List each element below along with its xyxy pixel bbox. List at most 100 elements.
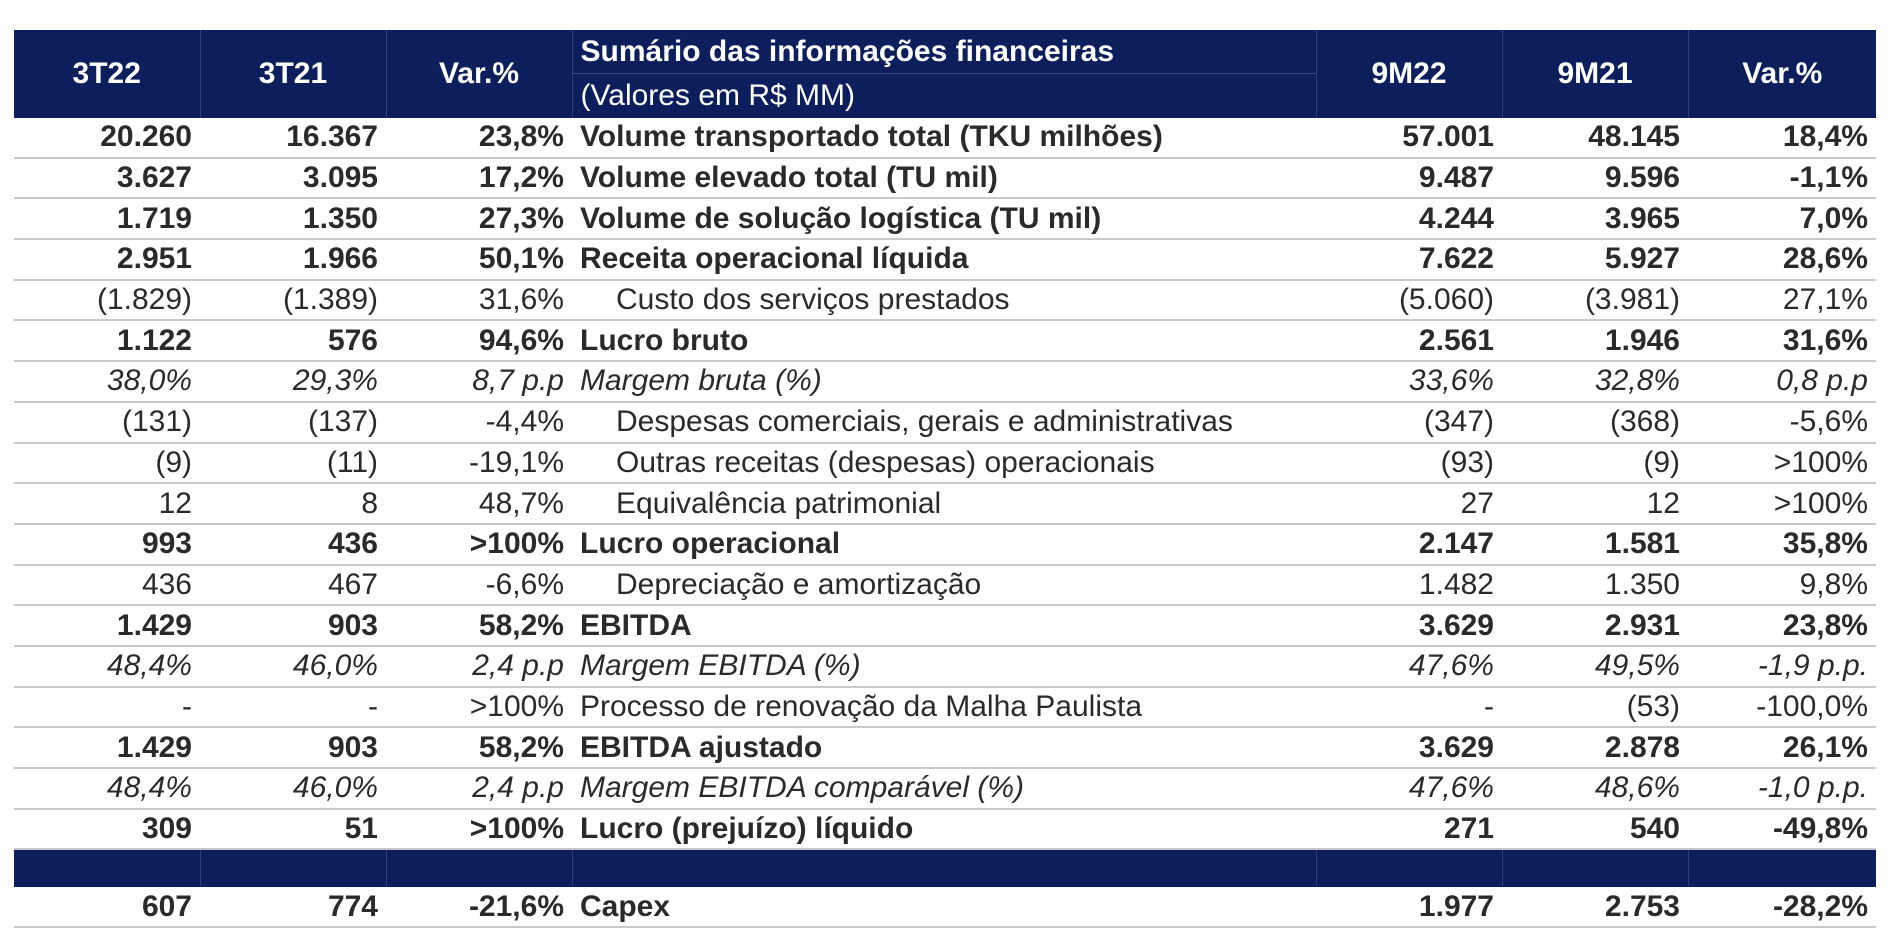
cell-description: Despesas comerciais, gerais e administra…: [572, 401, 1316, 444]
cell-var-9m: 27,1%: [1688, 279, 1876, 322]
cell-var-9m: 23,8%: [1688, 605, 1876, 647]
table-row-margem-ebitda: 48,4% 46,0% 2,4 p.p Margem EBITDA (%) 47,6% 4…: [14, 645, 1876, 688]
header-var-9m: Var.%: [1688, 30, 1876, 118]
cell-value-9m21: 540: [1502, 808, 1688, 851]
table-row-processo-renovacao: - - >100% Processo de renovação da Malha Pa…: [14, 686, 1876, 729]
cell-value-3t21: -: [200, 686, 386, 729]
table-header: 3T22 3T21 Var.% Sumário das informações …: [14, 30, 1876, 118]
separator-band: [14, 849, 1876, 888]
cell-description: Custo dos serviços prestados: [572, 279, 1316, 322]
cell-var-9m: 9,8%: [1688, 564, 1876, 607]
cell-value-9m22: 47,6%: [1316, 768, 1502, 810]
table-row-outras-receitas: (9) (11) -19,1% Outras receitas (despesas) …: [14, 442, 1876, 485]
cell-var-9m: -1,1%: [1688, 157, 1876, 200]
cell-var-9m: 35,8%: [1688, 523, 1876, 566]
cell-value-3t22: 993: [14, 523, 200, 566]
cell-value-9m22: -: [1316, 686, 1502, 729]
cell-value-3t22: 48,4%: [14, 645, 200, 688]
cell-value-3t21: 576: [200, 320, 386, 363]
cell-value-9m21: 2.878: [1502, 727, 1688, 769]
separator-cell: [1502, 849, 1689, 888]
cell-value-3t22: 1.719: [14, 198, 200, 241]
cell-value-9m22: 4.244: [1316, 198, 1502, 241]
cell-description: Lucro bruto: [572, 320, 1316, 363]
cell-value-3t22: (9): [14, 442, 200, 485]
cell-value-3t22: 2.951: [14, 239, 200, 281]
cell-var-9m: 7,0%: [1688, 198, 1876, 241]
cell-value-9m21: 48.145: [1502, 118, 1688, 159]
cell-value-9m21: 1.946: [1502, 320, 1688, 363]
cell-var-quarter: 2,4 p.p: [386, 768, 572, 810]
cell-var-quarter: 50,1%: [386, 239, 572, 281]
separator-cell: [1688, 849, 1876, 888]
header-3t22: 3T22: [14, 30, 201, 118]
cell-var-9m: -1,0 p.p.: [1688, 768, 1876, 810]
cell-value-9m21: 48,6%: [1502, 768, 1688, 810]
cell-var-quarter: 27,3%: [386, 198, 572, 241]
cell-value-3t21: 1.966: [200, 239, 386, 281]
cell-var-9m: >100%: [1688, 483, 1876, 525]
cell-value-9m21: 2.931: [1502, 605, 1688, 647]
cell-description: Lucro operacional: [572, 523, 1316, 566]
cell-var-quarter: 8,7 p.p: [386, 361, 572, 403]
cell-value-3t21: 903: [200, 727, 386, 769]
cell-value-3t22: -: [14, 686, 200, 729]
table-row-custo-servicos: (1.829) (1.389) 31,6% Custo dos serviços pr…: [14, 279, 1876, 322]
cell-var-9m: -1,9 p.p.: [1688, 645, 1876, 688]
cell-var-quarter: -6,6%: [386, 564, 572, 607]
cell-var-quarter: >100%: [386, 523, 572, 566]
cell-var-9m: -100,0%: [1688, 686, 1876, 729]
cell-var-quarter: -19,1%: [386, 442, 572, 485]
cell-var-quarter: 58,2%: [386, 605, 572, 647]
cell-var-quarter: 58,2%: [386, 727, 572, 769]
cell-value-3t21: 29,3%: [200, 361, 386, 403]
separator-cell: [14, 849, 201, 888]
cell-value-3t21: 467: [200, 564, 386, 607]
cell-value-3t22: 48,4%: [14, 768, 200, 810]
cell-value-9m21: 32,8%: [1502, 361, 1688, 403]
cell-value-9m21: 9.596: [1502, 157, 1688, 200]
cell-value-9m21: 5.927: [1502, 239, 1688, 281]
cell-description: Processo de renovação da Malha Paulista: [572, 686, 1316, 729]
cell-var-quarter: 94,6%: [386, 320, 572, 363]
cell-value-3t22: 436: [14, 564, 200, 607]
cell-value-9m21: (53): [1502, 686, 1688, 729]
header-9m22: 9M22: [1316, 30, 1503, 118]
table-title: Sumário das informações financeiras: [572, 30, 1316, 74]
separator-cell: [386, 849, 573, 888]
cell-var-9m: 28,6%: [1688, 239, 1876, 281]
cell-var-9m: 26,1%: [1688, 727, 1876, 769]
separator-cell: [200, 849, 387, 888]
table-row-lucro-operacional: 993 436 >100% Lucro operacional 2.147 1.581 35…: [14, 523, 1876, 566]
cell-value-3t22: 309: [14, 808, 200, 851]
cell-value-3t21: 903: [200, 605, 386, 647]
cell-value-9m22: 1.482: [1316, 564, 1502, 607]
separator-cell: [1316, 849, 1503, 888]
table-row-lucro-liquido: 309 51 >100% Lucro (prejuízo) líquido 271 540…: [14, 808, 1876, 851]
table-row-receita-operacional-liquida: 2.951 1.966 50,1% Receita operacional líqui…: [14, 239, 1876, 281]
table-row-volume-elevado: 3.627 3.095 17,2% Volume elevado total (TU …: [14, 157, 1876, 200]
cell-value-3t22: 3.627: [14, 157, 200, 200]
cell-value-3t22: 1.429: [14, 727, 200, 769]
table-row-margem-ebitda-comparavel: 48,4% 46,0% 2,4 p.p Margem EBITDA comparáve…: [14, 768, 1876, 810]
cell-value-3t22: 38,0%: [14, 361, 200, 403]
cell-value-9m22: 2.147: [1316, 523, 1502, 566]
cell-value-3t21: (11): [200, 442, 386, 485]
cell-value-9m21: (3.981): [1502, 279, 1688, 322]
table-row-margem-bruta: 38,0% 29,3% 8,7 p.p Margem bruta (%) 33,6% 32…: [14, 361, 1876, 403]
cell-description: Margem bruta (%): [572, 361, 1316, 403]
cell-value-9m22: 7.622: [1316, 239, 1502, 281]
table-row-ebitda-ajustado: 1.429 903 58,2% EBITDA ajustado 3.629 2.878 26…: [14, 727, 1876, 769]
table-row-depreciacao: 436 467 -6,6% Depreciação e amortização 1.48…: [14, 564, 1876, 607]
cell-value-9m22: 57.001: [1316, 118, 1502, 159]
cell-description: Margem EBITDA (%): [572, 645, 1316, 688]
cell-value-9m21: 49,5%: [1502, 645, 1688, 688]
cell-description: Capex: [572, 886, 1316, 928]
table-subtitle: (Valores em R$ MM): [580, 79, 855, 112]
cell-var-9m: 18,4%: [1688, 118, 1876, 159]
cell-value-9m22: 1.977: [1316, 886, 1502, 928]
cell-value-9m22: 3.629: [1316, 605, 1502, 647]
cell-var-quarter: -4,4%: [386, 401, 572, 444]
cell-value-3t21: 436: [200, 523, 386, 566]
cell-description: Equivalência patrimonial: [572, 483, 1316, 525]
